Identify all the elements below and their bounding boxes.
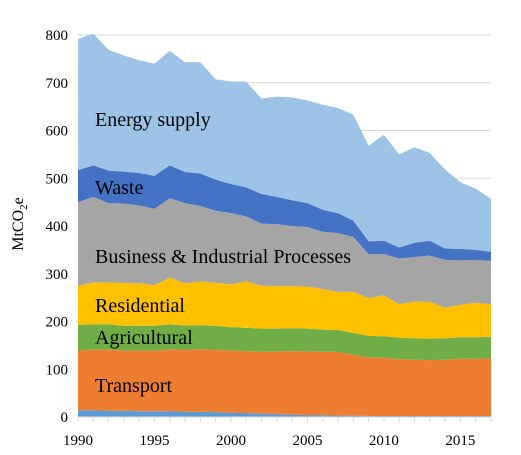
label-energy-supply: Energy supply xyxy=(95,109,211,131)
label-residential: Residential xyxy=(95,295,185,317)
area-residential xyxy=(78,277,491,339)
axes: 0 100 200 300 400 500 600 700 800 1990 1995 2000 200… xyxy=(46,28,492,449)
label-agricultural: Agricultural xyxy=(95,327,193,349)
y-tick-label: 0 xyxy=(61,410,69,426)
area-agricultural xyxy=(78,324,491,361)
x-tick-label: 2015 xyxy=(445,433,475,449)
area-transport xyxy=(78,349,491,417)
label-business-industrial: Business & Industrial Processes xyxy=(95,246,351,268)
y-tick-label: 200 xyxy=(46,315,69,331)
y-tick-label: 800 xyxy=(46,28,69,44)
y-tick-label: 700 xyxy=(46,76,69,92)
area-series-0 xyxy=(78,410,491,417)
y-tick-label: 100 xyxy=(46,362,69,378)
area-series xyxy=(78,33,491,417)
y-axis-title-base: MtCO xyxy=(10,210,27,251)
label-transport: Transport xyxy=(95,375,172,397)
area-business-industrial-processes xyxy=(78,196,491,308)
area-waste xyxy=(78,165,491,261)
x-tick-label: 1990 xyxy=(63,433,93,449)
x-tick-label: 2010 xyxy=(369,433,399,449)
y-axis-title: MtCO2e xyxy=(10,197,30,251)
y-tick-label: 500 xyxy=(46,171,69,187)
x-tick-label: 1995 xyxy=(139,433,169,449)
label-waste: Waste xyxy=(95,177,143,199)
y-axis-title-tail: e xyxy=(10,197,27,204)
y-axis-title-sub: 2 xyxy=(18,204,30,210)
area-energy-supply xyxy=(78,33,491,252)
y-tick-label: 400 xyxy=(46,219,69,235)
x-tick-label: 2005 xyxy=(292,433,322,449)
x-tick-label: 2000 xyxy=(216,433,246,449)
y-tick-label: 300 xyxy=(46,267,69,283)
y-tick-label: 600 xyxy=(46,124,69,140)
series-labels: Energy supply Waste Business & Industria… xyxy=(95,109,351,397)
